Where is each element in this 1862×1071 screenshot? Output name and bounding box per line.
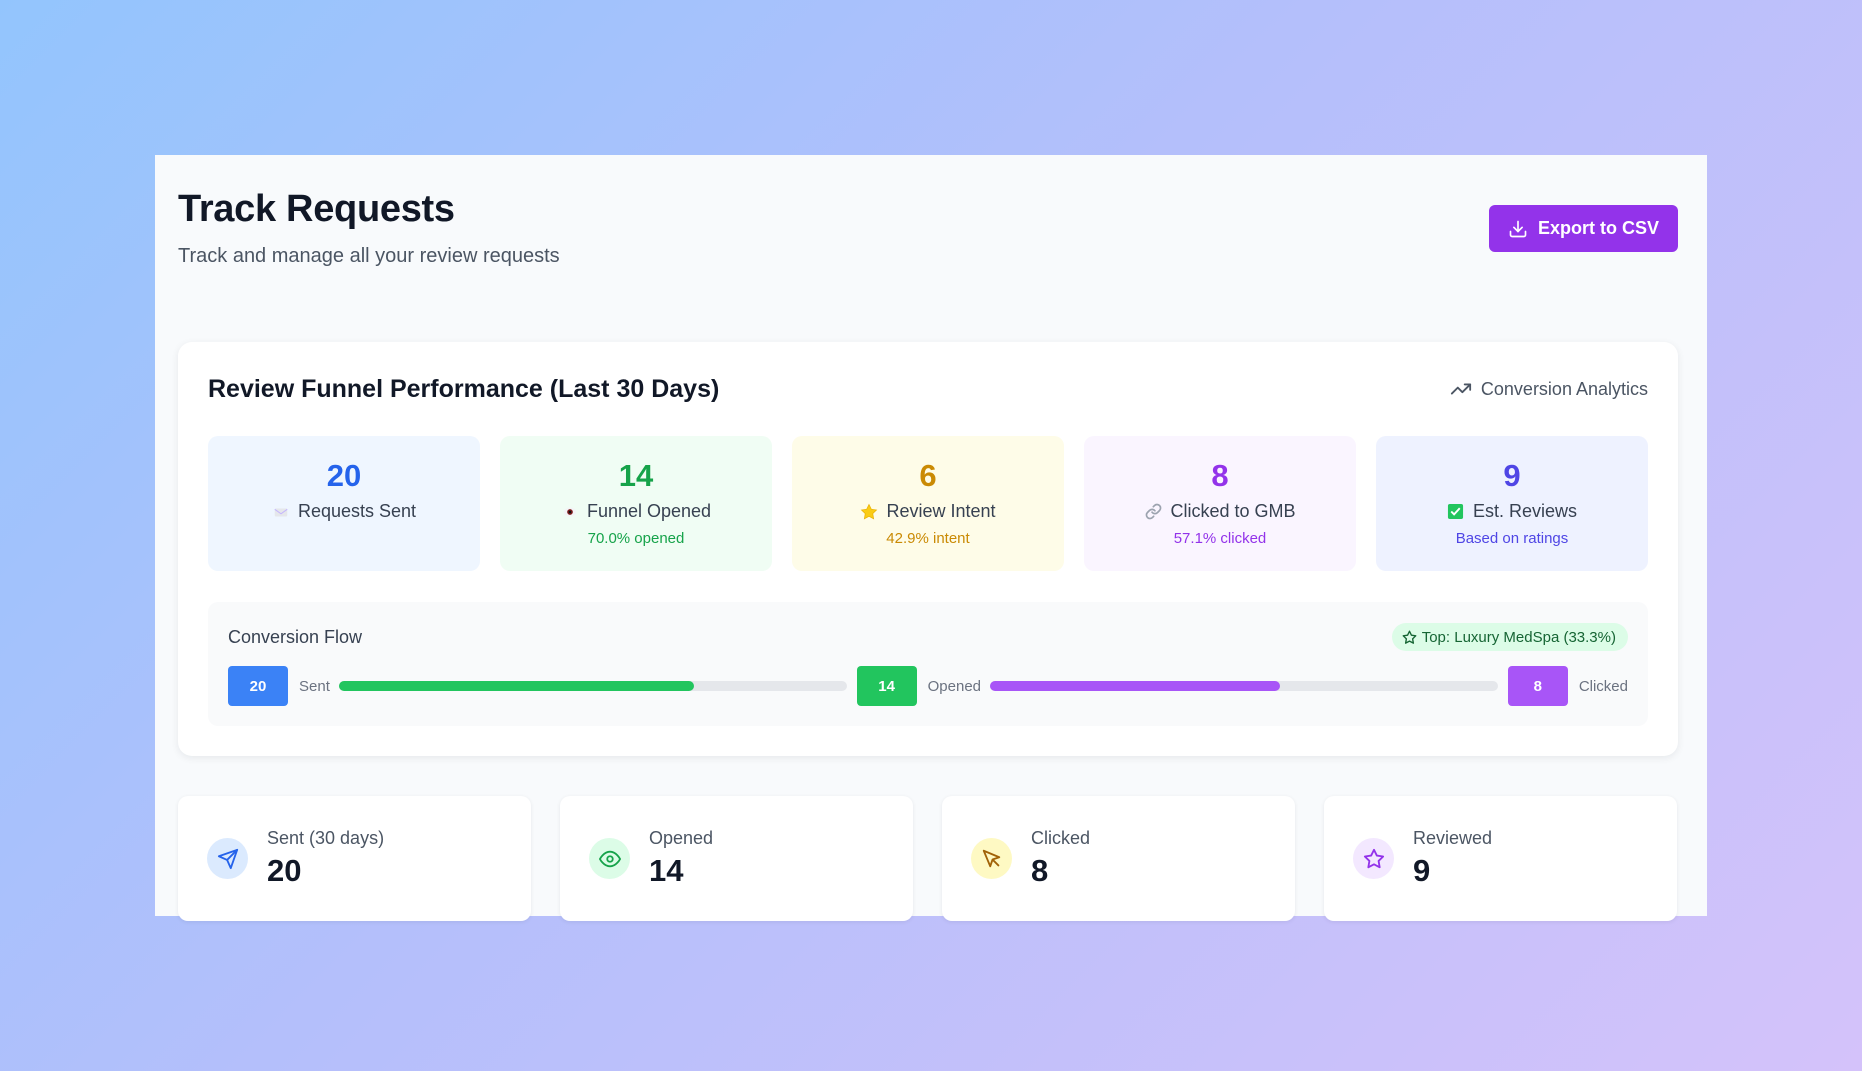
stat-value: 20 bbox=[326, 458, 362, 493]
stat-clicked-gmb: 8 Clicked to GMB 57.1% clicked bbox=[1084, 436, 1356, 571]
kpi-label: Clicked bbox=[1031, 828, 1091, 848]
stat-funnel-opened: 14 Funnel Opened 70.0% opened bbox=[500, 436, 772, 571]
stat-label: Clicked to GMB bbox=[1170, 501, 1296, 521]
stat-sub: Based on ratings bbox=[1455, 530, 1569, 547]
kpi-value: 9 bbox=[1413, 853, 1431, 888]
conversion-flow-row: 20 Sent 14 Opened 8 Clicked bbox=[228, 666, 1628, 706]
conversion-flow-header: Conversion Flow Top: Luxury MedSpa (33.3… bbox=[228, 622, 1628, 652]
kpi-text: Sent (30 days) 20 bbox=[267, 828, 384, 889]
flow-progress-opened-to-clicked bbox=[990, 681, 1498, 691]
star-icon bbox=[860, 503, 878, 521]
stat-value: 8 bbox=[1211, 458, 1229, 493]
conversion-flow-title: Conversion Flow bbox=[228, 626, 363, 647]
kpi-label: Sent (30 days) bbox=[267, 828, 385, 848]
conversion-analytics-label: Conversion Analytics bbox=[1480, 378, 1648, 399]
stat-label: Requests Sent bbox=[297, 501, 417, 521]
stat-est-reviews: 9 Est. Reviews Based on ratings bbox=[1376, 436, 1648, 571]
funnel-header: Review Funnel Performance (Last 30 Days)… bbox=[208, 372, 1648, 406]
kpi-text: Opened 14 bbox=[649, 828, 713, 889]
flow-step-sent-count: 20 bbox=[228, 666, 288, 706]
flow-progress-sent-to-opened bbox=[338, 681, 847, 691]
kpi-text: Reviewed 9 bbox=[1413, 828, 1492, 889]
funnel-performance-card: Review Funnel Performance (Last 30 Days)… bbox=[178, 342, 1678, 756]
cursor-icon bbox=[971, 838, 1012, 879]
trending-up-icon bbox=[1450, 383, 1471, 395]
star-outline-icon bbox=[1402, 630, 1417, 644]
kpi-card-sent: Sent (30 days) 20 bbox=[178, 796, 531, 921]
send-icon bbox=[207, 838, 248, 879]
stat-sub: 57.1% clicked bbox=[1173, 530, 1267, 547]
flow-step-opened-count: 14 bbox=[856, 666, 917, 706]
kpi-label: Opened bbox=[649, 828, 714, 848]
flow-progress-fill bbox=[990, 681, 1280, 691]
stat-value: 6 bbox=[919, 458, 937, 493]
stat-sub: 70.0% opened bbox=[587, 530, 685, 547]
stat-label-row: Clicked to GMB bbox=[1144, 501, 1296, 522]
stat-label-row: Funnel Opened bbox=[561, 501, 711, 522]
funnel-title: Review Funnel Performance (Last 30 Days) bbox=[208, 374, 720, 403]
check-box-icon bbox=[1447, 503, 1465, 521]
eye-icon bbox=[589, 838, 630, 879]
funnel-stats: 20 Requests Sent 14 Funnel Opened 70.0% … bbox=[208, 436, 1648, 571]
page-title: Track Requests bbox=[178, 188, 455, 230]
kpi-row: Sent (30 days) 20 Opened 14 Clicked 8 bbox=[178, 796, 1678, 921]
flow-step-opened-label: Opened bbox=[927, 677, 982, 695]
stat-label: Review Intent bbox=[886, 501, 996, 521]
title-block: Track Requests Track and manage all your… bbox=[178, 186, 560, 268]
flow-progress-fill bbox=[338, 681, 695, 691]
track-requests-page: Track Requests Track and manage all your… bbox=[155, 155, 1707, 921]
stat-label-row: Est. Reviews bbox=[1447, 501, 1577, 522]
stat-label: Est. Reviews bbox=[1472, 501, 1578, 521]
top-performer-badge: Top: Luxury MedSpa (33.3%) bbox=[1391, 623, 1628, 651]
eye-icon bbox=[561, 503, 579, 521]
stat-label-row: Review Intent bbox=[860, 501, 996, 522]
page-header: Track Requests Track and manage all your… bbox=[178, 186, 1678, 342]
envelope-icon bbox=[272, 503, 290, 521]
stat-value: 14 bbox=[618, 458, 654, 493]
kpi-text: Clicked 8 bbox=[1031, 828, 1090, 889]
link-icon bbox=[1144, 503, 1162, 521]
stat-label: Funnel Opened bbox=[586, 501, 712, 521]
conversion-analytics-link[interactable]: Conversion Analytics bbox=[1450, 378, 1648, 400]
stat-requests-sent: 20 Requests Sent bbox=[208, 436, 480, 571]
flow-step-sent-label: Sent bbox=[299, 677, 330, 695]
flow-step-clicked-label: Clicked bbox=[1578, 677, 1628, 695]
stat-value: 9 bbox=[1503, 458, 1521, 493]
top-performer-label: Top: Luxury MedSpa (33.3%) bbox=[1421, 628, 1616, 646]
page-subtitle: Track and manage all your review request… bbox=[178, 245, 560, 267]
stat-review-intent: 6 Review Intent 42.9% intent bbox=[792, 436, 1064, 571]
kpi-card-clicked: Clicked 8 bbox=[942, 796, 1295, 921]
export-csv-label: Export to CSV bbox=[1537, 218, 1659, 238]
kpi-value: 14 bbox=[649, 853, 684, 888]
star-icon bbox=[1353, 838, 1394, 879]
stat-label-row: Requests Sent bbox=[272, 501, 416, 522]
kpi-value: 8 bbox=[1031, 853, 1049, 888]
kpi-label: Reviewed bbox=[1413, 828, 1493, 848]
download-icon bbox=[1509, 220, 1527, 237]
conversion-flow: Conversion Flow Top: Luxury MedSpa (33.3… bbox=[208, 602, 1648, 726]
flow-step-clicked-count: 8 bbox=[1507, 666, 1568, 706]
kpi-card-opened: Opened 14 bbox=[560, 796, 913, 921]
kpi-card-reviewed: Reviewed 9 bbox=[1324, 796, 1677, 921]
stat-sub: 42.9% intent bbox=[886, 530, 970, 547]
kpi-value: 20 bbox=[267, 853, 302, 888]
export-csv-button[interactable]: Export to CSV bbox=[1489, 205, 1678, 252]
